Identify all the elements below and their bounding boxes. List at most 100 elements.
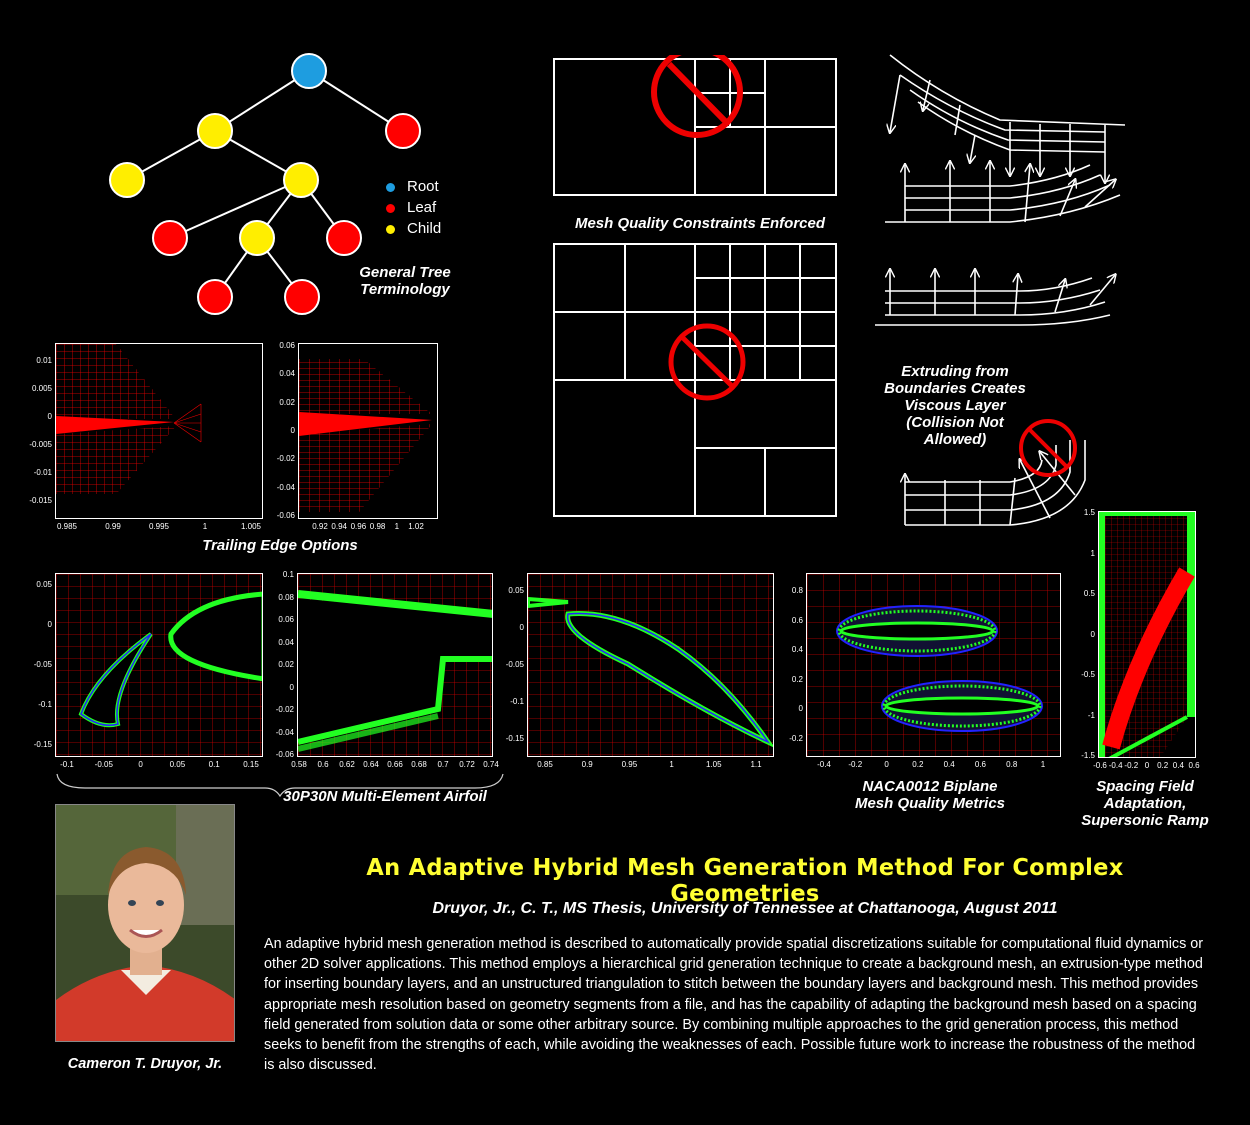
legend-root: Root xyxy=(386,178,439,195)
x-tick-label: 0.6 xyxy=(1188,761,1200,770)
x-tick-label: -0.1 xyxy=(60,760,74,769)
y-tick-label: 0.01 xyxy=(36,356,52,365)
mesh-quality-caption: Mesh Quality Constraints Enforced xyxy=(574,215,826,232)
y-tick-label: -0.15 xyxy=(33,740,52,749)
x-tick-label: 0.58 xyxy=(291,760,307,769)
tree-leaf-node xyxy=(326,220,362,256)
trailing-edge-caption: Trailing Edge Options xyxy=(202,537,358,554)
y-tick-label: 0 xyxy=(47,620,52,629)
x-tick-label: 0.6 xyxy=(974,760,986,769)
y-tick-label: 0.02 xyxy=(278,660,294,669)
y-tick-label: 0.1 xyxy=(282,570,294,579)
root-dot-icon xyxy=(386,182,395,192)
x-tick-label: 0.1 xyxy=(208,760,220,769)
x-tick-label: 0.985 xyxy=(56,522,78,531)
tree-leaf-node xyxy=(284,279,320,315)
x-tick-label: 0.99 xyxy=(105,522,121,531)
abstract-text: An adaptive hybrid mesh generation metho… xyxy=(264,936,1204,1074)
mesh-quality-bottom-diagram xyxy=(553,243,837,517)
x-tick-label: 1 xyxy=(1040,760,1046,769)
prohibited-icon xyxy=(651,55,743,138)
x-tick-label: -0.2 xyxy=(1124,761,1139,770)
airfoil-plot-1 xyxy=(55,573,263,757)
multi-element-brace xyxy=(56,773,504,798)
tree-child-node xyxy=(239,220,275,256)
x-tick-label: 0.4 xyxy=(1172,761,1184,770)
x-tick-label: 0.4 xyxy=(943,760,955,769)
y-tick-label: -0.2 xyxy=(789,734,803,743)
x-tick-label: 0 xyxy=(1144,761,1150,770)
x-tick-label: 0.66 xyxy=(387,760,403,769)
y-tick-label: -0.1 xyxy=(38,700,52,709)
x-tick-label: 0.95 xyxy=(621,760,638,769)
airfoil-mesh-2 xyxy=(298,574,492,756)
y-tick-label: -0.05 xyxy=(505,660,524,669)
spacing-field-plot xyxy=(1098,511,1196,758)
x-tick-label: 1.1 xyxy=(750,760,762,769)
airfoil-plot-2 xyxy=(297,573,493,757)
spacing-caption: Spacing Field Adaptation, Supersonic Ram… xyxy=(1081,778,1209,829)
airfoil-plot-3 xyxy=(527,573,774,757)
y-tick-label: 0.2 xyxy=(791,674,803,684)
x-tick-label: 0.74 xyxy=(483,760,499,769)
x-tick-label: -0.4 xyxy=(1108,761,1123,770)
spacing-field-mesh xyxy=(1099,512,1195,757)
y-tick-label: 0.08 xyxy=(278,592,294,602)
x-tick-label: -0.05 xyxy=(94,760,113,769)
leaf-dot-icon xyxy=(386,203,395,213)
y-tick-label: 0.6 xyxy=(791,615,803,625)
y-tick-label: 1 xyxy=(1090,548,1095,558)
prohibited-icon xyxy=(668,323,746,401)
x-tick-label: 0.2 xyxy=(912,760,924,769)
trailing-edge-mesh-right xyxy=(299,359,432,512)
y-tick-label: 0 xyxy=(519,623,524,632)
airfoil-mesh-3 xyxy=(528,574,773,756)
biplane-mesh xyxy=(807,574,1060,756)
x-tick-label: 0.6 xyxy=(317,760,329,769)
x-tick-label: 0.92 xyxy=(312,522,328,531)
author-photo xyxy=(55,804,235,1042)
tree-caption: General Tree Terminology xyxy=(359,264,451,298)
extrusion-diagram xyxy=(875,54,1126,526)
y-tick-label: 0.05 xyxy=(508,586,524,595)
y-tick-label: 0 xyxy=(1090,629,1095,639)
y-tick-label: 1.5 xyxy=(1083,508,1095,517)
tree-child-node xyxy=(197,113,233,149)
x-tick-label: 0.15 xyxy=(243,760,259,769)
legend-leaf: Leaf xyxy=(386,199,436,216)
y-tick-label: 0.05 xyxy=(36,580,52,589)
y-tick-label: 0 xyxy=(290,426,295,435)
y-tick-label: -0.01 xyxy=(33,468,52,477)
x-tick-label: 0.7 xyxy=(437,760,449,769)
y-tick-label: -0.5 xyxy=(1081,670,1095,679)
tree-child-node xyxy=(283,162,319,198)
mesh-quality-top-diagram xyxy=(553,55,837,196)
x-tick-label: 1.05 xyxy=(706,760,722,769)
y-tick-label: -0.005 xyxy=(29,440,52,449)
tree-leaf-node xyxy=(385,113,421,149)
trailing-edge-plot-right xyxy=(298,343,438,519)
y-tick-label: 0.06 xyxy=(279,341,295,350)
page-title: An Adaptive Hybrid Mesh Generation Metho… xyxy=(366,855,1124,907)
y-tick-label: 0.005 xyxy=(31,384,52,393)
x-tick-label: 0.72 xyxy=(459,760,475,769)
y-tick-label: -1 xyxy=(1087,710,1095,720)
y-tick-label: -0.04 xyxy=(276,482,295,492)
y-tick-label: 0.04 xyxy=(278,637,294,647)
trailing-edge-plot-left xyxy=(55,343,263,519)
x-tick-label: 0.98 xyxy=(369,522,386,531)
x-tick-label: 0.05 xyxy=(169,760,186,769)
y-tick-label: 0.4 xyxy=(791,645,803,655)
x-tick-label: 0.995 xyxy=(148,522,170,531)
y-tick-label: 0.8 xyxy=(791,586,803,595)
x-tick-label: 1.005 xyxy=(240,522,262,531)
y-tick-label: -0.15 xyxy=(505,734,524,743)
y-tick-label: 0.06 xyxy=(278,615,294,624)
x-tick-label: 0.2 xyxy=(1157,761,1169,770)
x-tick-label: 1 xyxy=(202,522,208,531)
author-name-caption: Cameron T. Druyor, Jr. xyxy=(67,1056,223,1072)
legend-child: Child xyxy=(386,220,441,237)
x-tick-label: 0.62 xyxy=(339,760,355,769)
y-tick-label: 0 xyxy=(289,682,294,692)
child-dot-icon xyxy=(386,224,395,234)
